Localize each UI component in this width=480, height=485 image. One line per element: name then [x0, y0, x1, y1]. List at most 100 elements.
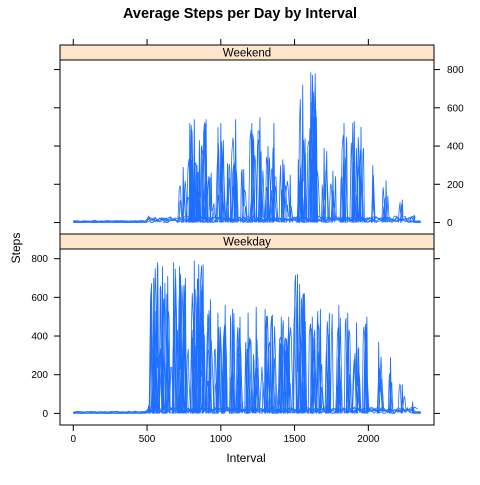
series-line-weekend [221, 186, 224, 223]
series-line-weekend [178, 200, 183, 223]
series-peak-weekend [323, 147, 326, 223]
plot-layer: Weekend 0 200 400 600 800 Weekday 0 200 400 600 800… [31, 39, 464, 445]
series-peak-weekend [242, 168, 245, 223]
x-tick-label: 500 [139, 434, 156, 445]
series-line-weekend [278, 165, 283, 223]
y-tick-label-weekday: 400 [31, 332, 48, 343]
series-line-weekend [220, 140, 226, 223]
series-line-weekend [162, 219, 166, 223]
series-peak-weekday [365, 316, 368, 414]
series-line-weekday [272, 326, 278, 414]
series-peak-weekend [210, 172, 213, 223]
series-peak-weekday [328, 312, 331, 414]
series-line-weekday [330, 313, 334, 414]
series-line-weekend [177, 185, 184, 223]
series-peak-weekday [389, 357, 392, 414]
y-axis-title: Steps [9, 233, 23, 264]
series-line-weekend [297, 187, 304, 223]
strip-label-weekday: Weekday [223, 237, 271, 249]
series-peak-weekday [377, 341, 380, 414]
x-tick-label: 0 [70, 434, 76, 445]
series-peak-weekend [193, 119, 196, 223]
series-line-weekday [285, 339, 289, 414]
series-peak-weekday [302, 293, 305, 414]
series-peak-weekend [342, 123, 346, 223]
series-peak-weekend [182, 167, 185, 223]
series-peak-weekday [411, 401, 414, 414]
series-line-weekday [335, 327, 342, 414]
series-peak-weekday [355, 322, 358, 414]
series-line-weekend [334, 176, 337, 223]
series-line-weekday [351, 359, 357, 414]
series-peak-weekend [301, 84, 304, 223]
series-line-weekday [143, 409, 149, 414]
series-peak-weekend [401, 199, 404, 223]
series-peak-weekday [156, 262, 159, 414]
series-line-weekend [208, 177, 211, 223]
series-line-weekend [398, 202, 402, 223]
y-tick-label-weekend: 400 [447, 142, 464, 153]
series-line-weekend [211, 203, 216, 223]
series-peak-weekend [219, 123, 222, 223]
series-line-weekend [270, 189, 274, 223]
series-line-weekday [218, 329, 223, 414]
series-line-weekday [356, 370, 362, 414]
series-line-weekday [412, 406, 418, 414]
series-peak-weekend [385, 180, 388, 223]
series-line-weekend [258, 151, 263, 223]
series-line-weekend [304, 153, 307, 223]
series-line-weekend [229, 137, 236, 223]
y-tick-label-weekend: 0 [447, 218, 453, 229]
series-line-weekday [259, 366, 266, 414]
strip-label-weekend: Weekend [223, 48, 271, 60]
series-line-weekend [361, 147, 365, 223]
series-peak-weekend [226, 163, 229, 223]
series-peak-weekend [371, 165, 374, 223]
series-line-weekend [231, 164, 235, 223]
series-line-weekend [298, 98, 302, 223]
series-peak-weekday [346, 312, 349, 414]
series-line-weekday [236, 346, 240, 414]
series-peak-weekend [314, 73, 317, 223]
series-line-weekday [158, 348, 163, 414]
y-tick-label-weekday: 800 [31, 254, 48, 265]
series-line-weekday [397, 383, 402, 414]
series-line-weekend [240, 168, 244, 223]
series-line-weekday [361, 326, 367, 414]
x-tick-label: 1500 [283, 434, 306, 445]
x-tick-label: 1000 [210, 434, 233, 445]
series-peak-weekday [224, 305, 227, 414]
series-peak-weekday [287, 316, 290, 414]
x-axis-title: Interval [226, 451, 265, 465]
series-line-weekday [205, 380, 211, 414]
series-line-weekday [153, 311, 157, 414]
series-peak-weekend [353, 121, 356, 223]
series-line-weekend [299, 184, 305, 223]
series-peak-weekday [247, 312, 250, 414]
series-line-weekend [244, 206, 248, 223]
series-line-weekday [229, 315, 232, 414]
series-peak-weekday [202, 264, 205, 414]
series-line-weekend [252, 155, 258, 223]
series-line-weekend [321, 184, 324, 223]
y-tick-label-weekend: 600 [447, 103, 464, 114]
series-line-weekend [409, 216, 415, 223]
series-line-weekday [298, 283, 301, 414]
series-line-weekend [200, 149, 207, 223]
series-peak-weekend [359, 126, 363, 223]
series-peak-weekday [184, 277, 187, 414]
series-line-weekday [402, 396, 407, 414]
series-line-weekend [339, 176, 344, 223]
series-line-weekend [386, 195, 390, 223]
series-line-weekend [183, 180, 188, 223]
series-peak-weekday [311, 316, 314, 414]
series-line-weekend [286, 204, 290, 223]
series-peak-weekday [319, 308, 322, 414]
series-line-weekend [273, 185, 279, 223]
series-peak-weekend [234, 119, 237, 223]
series-peak-weekday [216, 312, 219, 414]
series-line-weekday [149, 292, 153, 414]
series-line-weekday [316, 310, 320, 414]
series-line-weekday [182, 286, 186, 414]
